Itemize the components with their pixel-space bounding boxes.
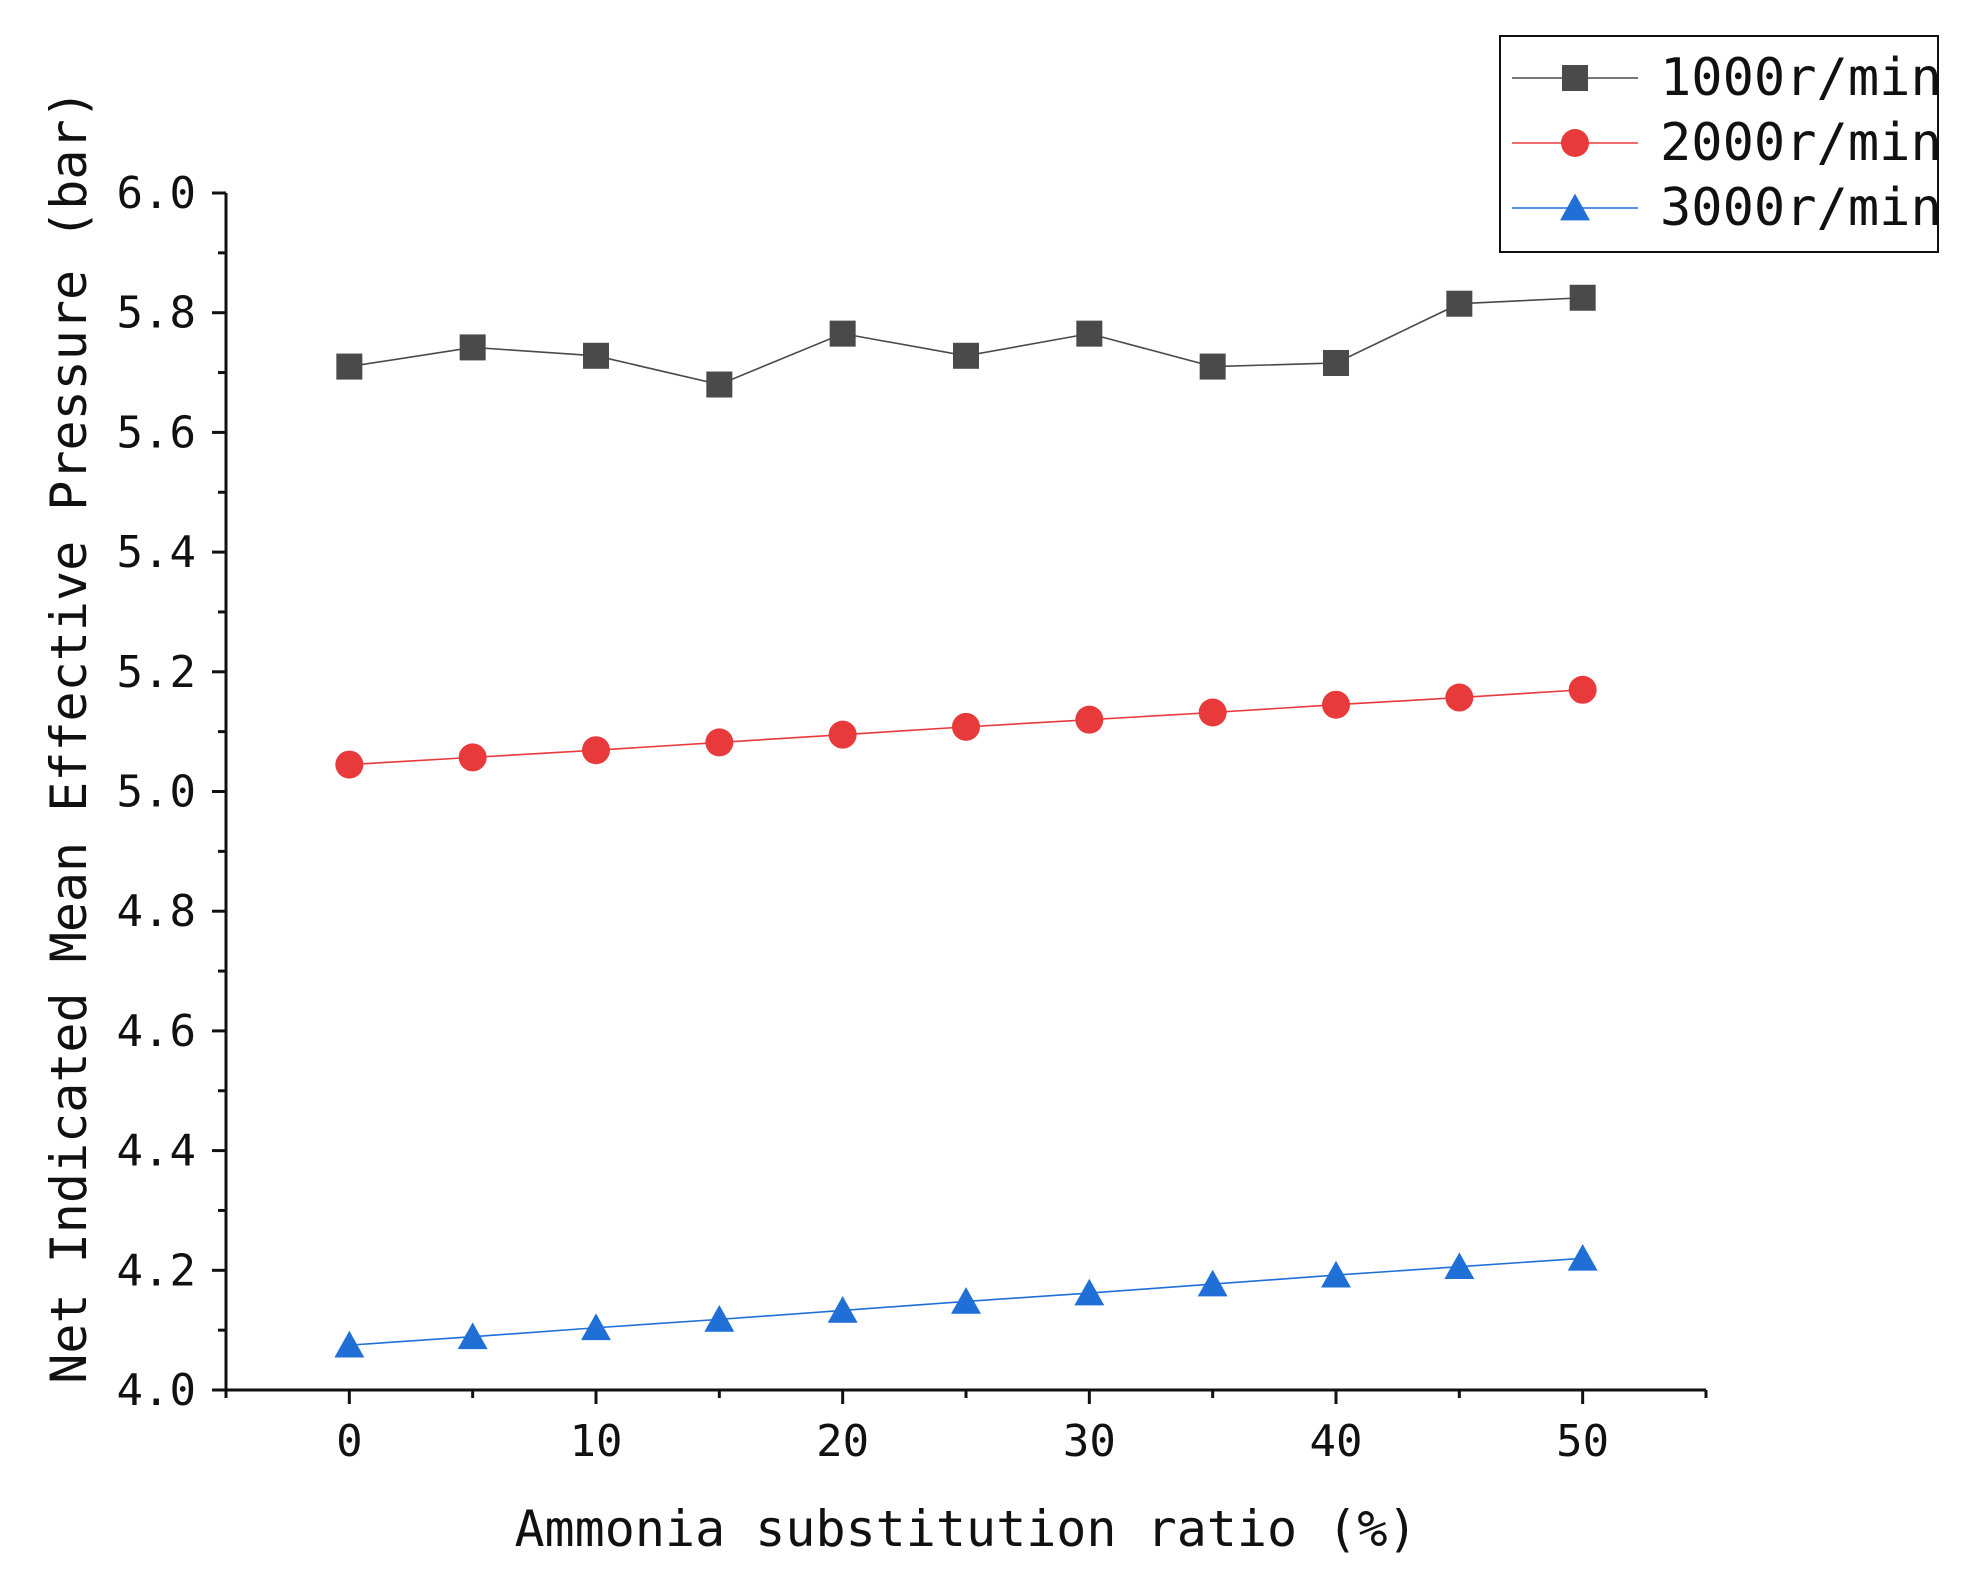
data-point xyxy=(336,353,363,380)
x-tick-label: 50 xyxy=(1556,1416,1609,1467)
data-point xyxy=(1076,320,1103,347)
data-point xyxy=(1562,65,1588,91)
series-line xyxy=(349,296,1583,386)
y-tick-label: 5.2 xyxy=(117,647,196,698)
axes: 4.0 4.2 4.4 4.6 4.8 5.0 5.2 5.4 5.6 5.8 6.0 0 10 20 30… xyxy=(117,168,1708,1467)
data-point xyxy=(1568,675,1597,704)
data-point xyxy=(1323,349,1349,376)
data-point xyxy=(458,743,487,772)
x-axis-title: Ammonia substitution ratio (%) xyxy=(514,1500,1417,1558)
data-point xyxy=(459,334,486,361)
data-point xyxy=(1199,353,1226,380)
y-tick-label: 4.2 xyxy=(117,1245,196,1296)
x-tick-label: 0 xyxy=(336,1416,363,1467)
y-tick-label: 5.6 xyxy=(117,407,196,458)
data-point xyxy=(827,1296,858,1323)
data-point xyxy=(582,736,610,765)
y-tick-label: 4.6 xyxy=(117,1006,196,1057)
data-point xyxy=(1569,284,1596,311)
data-point xyxy=(706,371,733,398)
y-tick-label: 5.8 xyxy=(117,288,196,339)
legend-label: 1000r/min xyxy=(1660,48,1942,108)
data-point xyxy=(581,1313,611,1341)
legend-item-2000r/min: 2000r/min xyxy=(1512,113,1942,173)
y-tick-label: 4.8 xyxy=(117,886,196,937)
series-1000r/min xyxy=(336,284,1596,398)
y-tick-label: 6.0 xyxy=(117,168,196,219)
data-point xyxy=(457,1322,488,1350)
data-point xyxy=(1445,683,1474,712)
y-tick-label: 5.0 xyxy=(117,767,196,818)
series-3000r/min xyxy=(334,1243,1598,1358)
data-point xyxy=(334,1330,365,1358)
data-point xyxy=(1197,1269,1228,1297)
data-point xyxy=(1322,690,1350,719)
data-point xyxy=(951,1287,981,1314)
legend-label: 3000r/min xyxy=(1660,178,1942,238)
legend-item-3000r/min: 3000r/min xyxy=(1512,178,1942,238)
series-2000r/min xyxy=(335,675,1597,779)
data-point xyxy=(828,720,857,749)
data-point xyxy=(335,750,364,779)
data-point xyxy=(829,320,856,347)
data-point xyxy=(1444,1252,1475,1280)
data-point xyxy=(1198,698,1227,727)
data-point xyxy=(1561,129,1589,157)
y-tick-label: 5.4 xyxy=(117,527,196,578)
data-point xyxy=(953,342,979,369)
series-layer xyxy=(334,284,1598,1358)
x-tick-label: 20 xyxy=(816,1416,869,1467)
data-point xyxy=(1074,1278,1105,1306)
data-point xyxy=(952,712,980,741)
y-axis-title: Net Indicated Mean Effective Pressure (b… xyxy=(40,89,98,1383)
data-point xyxy=(1567,1243,1598,1271)
data-point xyxy=(1560,193,1590,221)
y-tick-label: 4.0 xyxy=(117,1365,196,1416)
legend-label: 2000r/min xyxy=(1660,113,1942,173)
x-tick-label: 30 xyxy=(1063,1416,1116,1467)
data-point xyxy=(1446,290,1473,317)
legend-item-1000r/min: 1000r/min xyxy=(1512,48,1942,108)
x-tick-label: 10 xyxy=(570,1416,623,1467)
data-point xyxy=(704,1305,735,1332)
data-point xyxy=(1075,705,1104,734)
x-tick-label: 40 xyxy=(1310,1416,1363,1467)
data-point xyxy=(583,342,609,369)
data-point xyxy=(1321,1260,1351,1288)
data-point xyxy=(705,728,734,757)
y-tick-label: 4.4 xyxy=(117,1126,196,1177)
